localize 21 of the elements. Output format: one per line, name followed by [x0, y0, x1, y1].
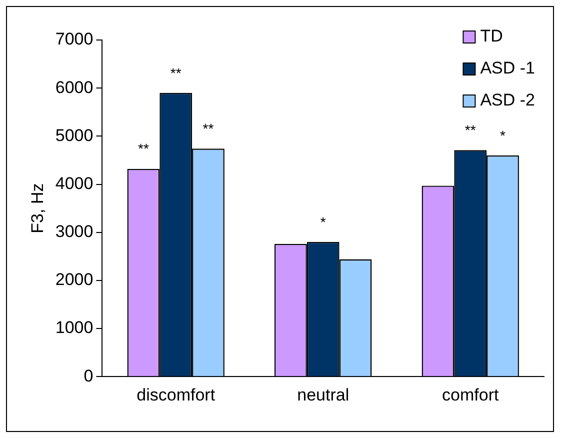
- x-tick-label: discomfort: [136, 385, 216, 404]
- data-label: **: [170, 64, 182, 81]
- y-tick-label: 6000: [55, 78, 94, 97]
- y-tick-label: 2000: [55, 270, 94, 290]
- data-label: *: [320, 214, 326, 230]
- legend-label: ASD -2: [480, 90, 536, 110]
- x-tick-label: neutral: [297, 385, 350, 404]
- legend-label: TD: [480, 26, 503, 46]
- data-label: **: [202, 120, 214, 137]
- y-tick-label: 4000: [55, 174, 94, 193]
- data-label: **: [464, 122, 476, 138]
- x-tick-label: comfort: [442, 385, 499, 404]
- y-tick-label: 3000: [55, 222, 94, 242]
- y-tick-label: 1000: [55, 318, 94, 338]
- data-label: **: [138, 140, 150, 157]
- y-tick-label: 7000: [55, 30, 94, 49]
- y-axis-title: F3, Hz: [28, 183, 47, 234]
- data-label: *: [500, 127, 506, 144]
- y-tick-label: 5000: [55, 126, 94, 145]
- y-tick-label: 0: [84, 366, 94, 386]
- legend-label: ASD -1: [480, 58, 536, 78]
